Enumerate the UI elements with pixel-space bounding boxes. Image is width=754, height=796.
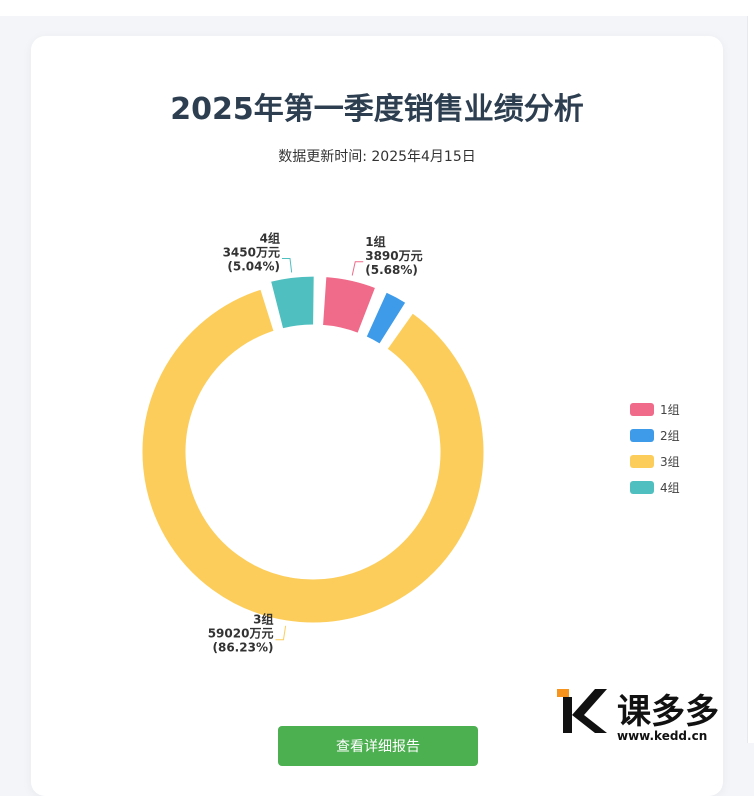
legend-swatch — [630, 454, 654, 468]
legend-swatch — [630, 480, 654, 494]
legend-label: 2组 — [660, 428, 680, 443]
slice-3[interactable] — [139, 286, 487, 626]
slice-1[interactable] — [319, 274, 379, 337]
label-line-4 — [281, 257, 293, 273]
slice-label-3-line-1: 3组 — [253, 612, 273, 627]
label-line-1 — [351, 261, 364, 276]
browser-top-strip — [0, 0, 754, 16]
legend-item-3[interactable]: 3组 — [630, 448, 680, 474]
page-subtitle: 数据更新时间: 2025年4月15日 — [278, 149, 476, 165]
legend-label: 4组 — [660, 480, 680, 495]
slice-label-4-line-2: 3450万元 — [223, 245, 280, 259]
slice-label-3-line-2: 59020万元 — [208, 627, 274, 641]
watermark-brand: 课多多 — [617, 692, 719, 732]
legend-label: 3组 — [660, 454, 680, 469]
kedd-logo: 课多多 www.kedd.cn — [557, 689, 719, 743]
legend-item-2[interactable]: 2组 — [630, 422, 680, 448]
page-title: 2025年第一季度销售业绩分析 — [170, 92, 584, 127]
chart-legend: 1组 2组 3组 4组 — [630, 396, 680, 500]
logo-accent — [557, 689, 569, 697]
legend-item-4[interactable]: 4组 — [630, 474, 680, 500]
slice-label-1-line-1: 1组 — [365, 234, 385, 249]
watermark-url: www.kedd.cn — [617, 729, 707, 743]
slice-label-3-line-3: (86.23%) — [213, 641, 274, 655]
scrollbar[interactable] — [747, 16, 754, 743]
label-line-3 — [275, 625, 287, 641]
view-report-button[interactable]: 查看详细报告 — [278, 726, 478, 766]
slice-label-4-line-3: (5.04%) — [227, 259, 280, 273]
logo-k-stem — [563, 697, 572, 733]
slice-label-4-line-1: 4组 — [260, 230, 280, 245]
slice-label-1-line-2: 3890万元 — [365, 249, 422, 263]
legend-swatch — [630, 402, 654, 416]
slice-label-1-line-3: (5.68%) — [365, 263, 418, 277]
legend-item-1[interactable]: 1组 — [630, 396, 680, 422]
legend-label: 1组 — [660, 402, 680, 417]
slice-2[interactable] — [363, 289, 409, 347]
legend-swatch — [630, 428, 654, 442]
slice-4[interactable] — [267, 273, 317, 332]
logo-k-arms — [572, 689, 607, 733]
